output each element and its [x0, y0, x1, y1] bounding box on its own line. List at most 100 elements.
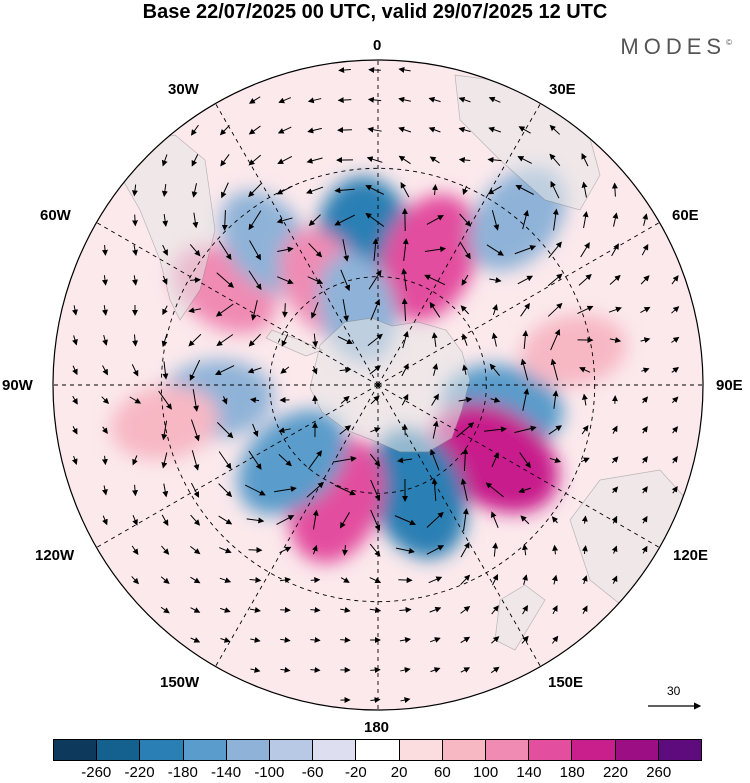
wind-vector [401, 423, 408, 436]
wind-vector [71, 455, 78, 465]
wind-vector [218, 515, 233, 525]
colorbar-tick-label: 20 [390, 764, 408, 781]
wind-vector [249, 607, 261, 613]
wind-vector [248, 125, 261, 135]
wind-vector [431, 332, 438, 348]
wind-vector [162, 244, 168, 256]
colorbar-swatch [571, 740, 615, 760]
wind-vector [72, 365, 78, 376]
wind-vector [369, 365, 381, 375]
wind-vector [551, 574, 558, 585]
wind-vector [370, 509, 381, 532]
wind-vector [281, 333, 289, 347]
wind-vector [250, 666, 261, 673]
lon-label-90e: 90E [716, 377, 743, 394]
meridian-line [377, 103, 541, 386]
colorbar-tick-label: -220 [124, 764, 155, 781]
wind-vector [248, 183, 262, 198]
wind-vector [400, 181, 410, 198]
lon-label-150w: 150W [160, 674, 200, 691]
wind-vector [220, 607, 231, 613]
wind-vector [132, 275, 138, 286]
wind-vector [458, 396, 473, 403]
wind-vector [306, 482, 324, 498]
wind-vector [429, 606, 442, 613]
wind-vector [460, 478, 468, 501]
wind-vector [671, 426, 679, 434]
colorbar-swatch [139, 740, 183, 760]
wind-vector [370, 479, 381, 502]
wind-vector [429, 637, 441, 643]
wind-vector [161, 183, 168, 197]
wind-vector [400, 667, 411, 673]
meridian-line [215, 103, 379, 386]
wind-vector [372, 238, 379, 262]
wind-vector [191, 154, 199, 167]
wind-vector [580, 242, 590, 258]
wind-vector [279, 577, 291, 583]
wind-vector [550, 358, 559, 381]
wind-vector [370, 298, 381, 321]
wind-vector [370, 697, 381, 704]
wind-vector [491, 452, 499, 468]
wind-vector [312, 394, 319, 405]
anomaly-center [237, 409, 347, 515]
wind-vector [280, 366, 290, 374]
wind-vector [399, 606, 412, 613]
wind-vector [549, 124, 561, 135]
wind-vector [640, 306, 651, 314]
wind-vector [611, 243, 619, 257]
wind-vector [460, 636, 471, 644]
wind-vector [551, 516, 559, 524]
wind-vector [492, 573, 499, 586]
wind-vector [102, 515, 108, 526]
wind-vector [278, 97, 291, 104]
colorbar-tick-label: 220 [602, 764, 628, 781]
wind-vector [191, 450, 200, 471]
wind-vector [671, 306, 680, 314]
lon-label-60e: 60E [672, 207, 699, 224]
wind-vector [426, 545, 445, 555]
wind-vector [428, 576, 443, 584]
wind-vector [218, 240, 232, 261]
wind-vector [365, 212, 385, 227]
wind-vector [277, 126, 292, 134]
wind-vector [101, 426, 108, 435]
wind-vector [161, 420, 168, 441]
wind-vector [611, 575, 618, 584]
wind-vector [189, 244, 201, 257]
wind-vector [192, 212, 199, 229]
wind-vector [369, 453, 381, 467]
wind-vector [369, 543, 381, 557]
wind-vector [397, 457, 413, 464]
wind-vector [459, 213, 472, 227]
new-zealand-landmass [494, 584, 546, 651]
wind-vector [611, 545, 618, 554]
wind-vector [460, 541, 470, 558]
wind-vector [306, 157, 323, 164]
wind-vector [338, 67, 351, 74]
wind-vector [132, 244, 138, 256]
wind-vector [430, 667, 441, 673]
wind-vector [400, 697, 411, 704]
wind-vector [312, 509, 319, 530]
wind-vector [432, 184, 438, 196]
wind-vector [250, 300, 258, 321]
wind-vector [432, 363, 439, 376]
wind-vector [334, 456, 357, 463]
wind-vector [424, 246, 447, 253]
wind-vector [485, 482, 504, 498]
wind-vector [642, 213, 649, 226]
wind-vector [521, 635, 529, 644]
wind-vector [220, 182, 229, 199]
wind-vector [369, 577, 382, 584]
wind-vector [189, 359, 201, 381]
wind-vector [492, 542, 499, 557]
wind-vector [370, 667, 381, 674]
wind-vector [340, 512, 350, 529]
wind-vector [549, 457, 562, 463]
wind-vector [520, 515, 530, 525]
south-america-landmass [119, 134, 216, 321]
wind-vector [460, 305, 470, 315]
wind-vector [370, 427, 381, 433]
